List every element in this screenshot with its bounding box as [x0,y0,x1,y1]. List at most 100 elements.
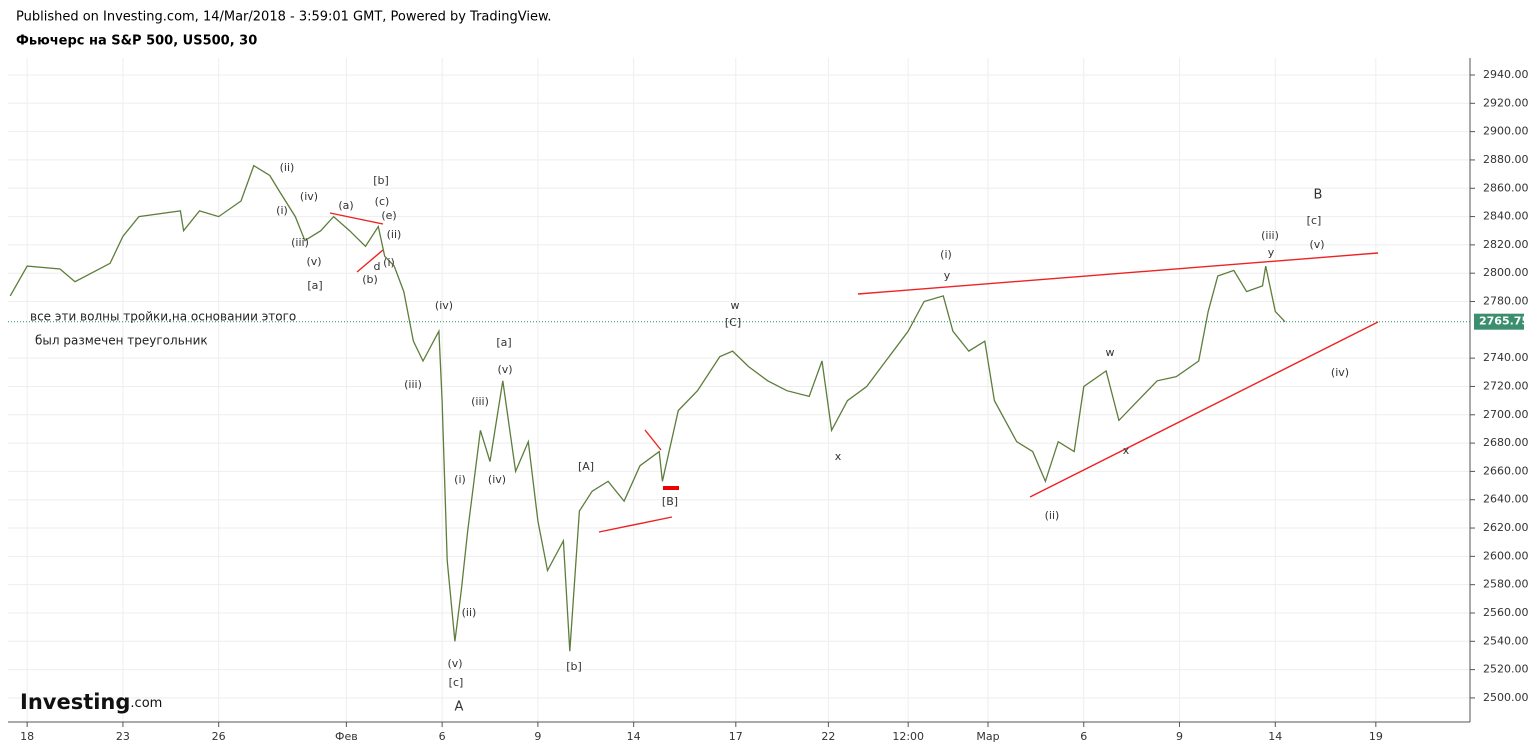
x-tick-label: Мар [976,730,999,743]
wave-label: [b] [373,174,389,187]
wave-label: (iv) [1331,366,1349,379]
grid [8,58,1470,722]
wave-label: y [1268,246,1275,259]
x-tick-label: 6 [1080,730,1087,743]
wave-label: (c) [375,195,390,208]
y-tick-label: 2540.00 [1483,634,1529,647]
y-tick-label: 2920.00 [1483,96,1529,109]
y-tick-label: 2600.00 [1483,549,1529,562]
x-tick-label: 9 [534,730,541,743]
logo-name: Investing [20,690,130,714]
y-tick-label: 2560.00 [1483,606,1529,619]
wave-label: (ii) [462,606,477,619]
last-price-box [1474,313,1524,330]
wave-label: (ii) [1045,509,1060,522]
x-tick-label: 22 [821,730,835,743]
x-tick-label: 17 [729,730,743,743]
y-tick-label: 2700.00 [1483,408,1529,421]
marker [663,486,679,490]
wave-label: (i) [454,473,466,486]
wave-label: [a] [496,336,511,349]
note: был размечен треугольник [35,334,208,348]
wave-label: (v) [306,255,321,268]
wave-label: y [944,269,951,282]
x-tick-label: 23 [116,730,130,743]
x-tick-label: 14 [627,730,641,743]
x-tick-label: 14 [1268,730,1282,743]
wave-label: (iii) [1261,229,1279,242]
logo: Investing.com [20,690,162,714]
logo-suffix: .com [130,696,162,711]
wave-label: (i) [940,248,952,261]
y-tick-label: 2580.00 [1483,578,1529,591]
wave-label: (v) [1309,238,1324,251]
y-tick-label: 2900.00 [1483,125,1529,138]
wave-label: [c] [449,676,464,689]
x-tick-label: 9 [1176,730,1183,743]
y-tick-label: 2640.00 [1483,493,1529,506]
y-tick-label: 2880.00 [1483,153,1529,166]
wave-label: (ii) [280,161,295,174]
y-tick-label: 2800.00 [1483,266,1529,279]
wave-label: [C] [725,316,741,329]
wave-label: [A] [578,460,594,473]
trend-line [857,252,1379,295]
x-tick-label: 12:00 [892,730,924,743]
wave-label: [B] [662,495,678,508]
y-tick-label: 2680.00 [1483,436,1529,449]
y-tick-label: 2620.00 [1483,521,1529,534]
wave-label: (iv) [435,299,453,312]
last-price-label: 2765.75 [1479,315,1529,328]
wave-label: (iii) [291,236,309,249]
y-tick-label: 2520.00 [1483,663,1529,676]
x-tick-label: 18 [20,730,34,743]
wave-label: (ii) [387,228,402,241]
published: Published on Investing.com, 14/Mar/2018 … [16,10,552,25]
wave-label: (iii) [471,395,489,408]
wave-label: (iv) [300,190,318,203]
wave-label: w [731,299,740,312]
wave-label: (e) [381,209,396,222]
trend-line [356,249,384,273]
wave-label: x [1123,444,1130,457]
wave-label: (v) [497,363,512,376]
y-tick-label: 2940.00 [1483,68,1529,81]
x-tick-label: 19 [1369,730,1383,743]
price-line [9,164,1286,652]
wave-label: (i) [383,256,395,269]
x-tick-label: 6 [439,730,446,743]
x-tick-label: 26 [212,730,226,743]
wave-label: [c] [1307,214,1322,227]
y-tick-label: 2720.00 [1483,379,1529,392]
wave-label: [a] [307,279,322,292]
wave-label: (b) [362,273,378,286]
trend-lines [329,212,1379,533]
x-tick-label: Фев [335,730,358,743]
y-tick-label: 2500.00 [1483,691,1529,704]
symbol: Фьючерс на S&P 500, US500, 30 [16,34,257,49]
trend-line [598,516,673,533]
trend-line [329,212,384,225]
wave-label: (v) [447,657,462,670]
y-tick-label: 2840.00 [1483,210,1529,223]
y-tick-label: 2660.00 [1483,464,1529,477]
wave-label: (i) [276,204,288,217]
y-tick-label: 2740.00 [1483,351,1529,364]
wave-label: x [835,450,842,463]
wave-label: (iii) [404,378,422,391]
y-tick-label: 2780.00 [1483,295,1529,308]
note: все эти волны тройки,на основании этого [30,310,296,324]
wave-label: A [455,700,464,715]
y-tick-label: 2820.00 [1483,238,1529,251]
wave-label: (iv) [488,473,506,486]
wave-label: [b] [566,660,582,673]
wave-label: B [1314,188,1323,203]
trend-line [1029,321,1379,498]
trend-line [644,429,662,451]
y-tick-label: 2860.00 [1483,181,1529,194]
wave-label: d [374,260,381,273]
wave-label: (a) [338,199,353,212]
wave-label: w [1106,346,1115,359]
